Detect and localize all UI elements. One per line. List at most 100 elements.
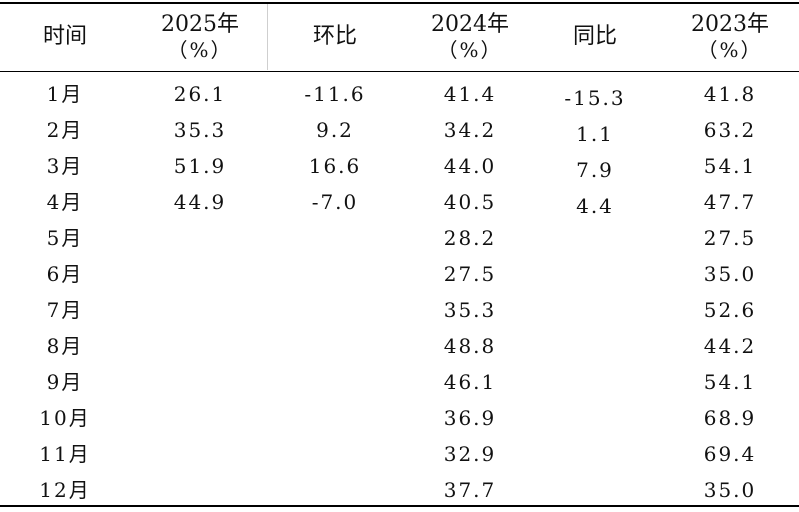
cell-mom <box>275 292 395 328</box>
table-row: 7月 35.3 52.6 <box>0 292 799 328</box>
table-row: 8月 48.8 44.2 <box>0 328 799 364</box>
header-2023-label: 2023年 <box>691 11 769 37</box>
header-time-label: 时间 <box>42 23 87 49</box>
header-2024-unit: （%） <box>437 38 503 63</box>
cell-2023: 44.2 <box>703 334 757 358</box>
cell-yoy <box>540 332 650 368</box>
cell-2024: 44.0 <box>443 154 497 178</box>
cell-2024: 35.3 <box>443 298 497 322</box>
header-2025: 2025年 （%） <box>140 4 260 70</box>
cell-yoy <box>540 260 650 296</box>
header-mom-label: 环比 <box>312 23 357 49</box>
table-row: 11月 32.9 69.4 <box>0 436 799 472</box>
cell-2023: 69.4 <box>703 442 757 466</box>
cell-month: 6月 <box>46 262 84 286</box>
cell-mom <box>275 400 395 436</box>
cell-yoy <box>540 296 650 332</box>
cell-yoy: -15.3 <box>564 86 626 110</box>
cell-yoy <box>540 440 650 476</box>
table-row: 2月 35.3 9.2 34.2 1.1 63.2 <box>0 112 799 148</box>
cell-yoy <box>540 224 650 260</box>
cell-2023: 63.2 <box>703 118 757 142</box>
header-2024-label: 2024年 <box>431 11 509 37</box>
cell-2025 <box>140 472 260 508</box>
cell-mom <box>275 364 395 400</box>
cell-2023: 35.0 <box>703 478 757 502</box>
cell-month: 1月 <box>46 82 84 106</box>
cell-yoy <box>540 404 650 440</box>
cell-2023: 54.1 <box>703 154 757 178</box>
cell-2024: 36.9 <box>443 406 497 430</box>
cell-yoy: 4.4 <box>576 194 614 218</box>
cell-2024: 41.4 <box>443 82 497 106</box>
header-time: 时间 <box>20 4 110 70</box>
header-yoy: 同比 <box>540 4 650 70</box>
top-rule <box>0 2 799 4</box>
cell-month: 11月 <box>39 442 91 466</box>
cell-2024: 40.5 <box>443 190 497 214</box>
cell-month: 5月 <box>46 226 84 250</box>
cell-month: 4月 <box>46 190 84 214</box>
cell-2023: 68.9 <box>703 406 757 430</box>
cell-2025: 26.1 <box>173 82 227 106</box>
cell-2025 <box>140 400 260 436</box>
header-2025-label: 2025年 <box>161 11 239 37</box>
header-2023-unit: （%） <box>697 38 763 63</box>
cell-mom: 16.6 <box>308 154 362 178</box>
cell-2025 <box>140 256 260 292</box>
cell-2025: 51.9 <box>173 154 227 178</box>
cell-2025: 44.9 <box>173 190 227 214</box>
cell-2024: 48.8 <box>443 334 497 358</box>
header-2023: 2023年 （%） <box>670 4 790 70</box>
table-row: 3月 51.9 16.6 44.0 7.9 54.1 <box>0 148 799 184</box>
table-row: 6月 27.5 35.0 <box>0 256 799 292</box>
cell-2024: 34.2 <box>443 118 497 142</box>
cell-2024: 46.1 <box>443 370 497 394</box>
cell-yoy: 7.9 <box>576 158 614 182</box>
cell-2025 <box>140 292 260 328</box>
header-mom: 环比 <box>275 4 395 70</box>
cell-2023: 35.0 <box>703 262 757 286</box>
cell-month: 8月 <box>46 334 84 358</box>
table-row: 10月 36.9 68.9 <box>0 400 799 436</box>
cell-mom <box>275 220 395 256</box>
header-2025-unit: （%） <box>167 38 233 63</box>
cell-yoy: 1.1 <box>576 122 614 146</box>
cell-2024: 37.7 <box>443 478 497 502</box>
cell-2023: 54.1 <box>703 370 757 394</box>
cell-month: 7月 <box>46 298 84 322</box>
cell-mom <box>275 472 395 508</box>
bottom-rule <box>0 505 799 507</box>
cell-2025 <box>140 220 260 256</box>
cell-2025: 35.3 <box>173 118 227 142</box>
cell-2024: 32.9 <box>443 442 497 466</box>
table-row: 1月 26.1 -11.6 41.4 -15.3 41.8 <box>0 76 799 112</box>
table-row: 9月 46.1 54.1 <box>0 364 799 400</box>
cell-yoy <box>540 368 650 404</box>
table-row: 5月 28.2 27.5 <box>0 220 799 256</box>
cell-mom <box>275 436 395 472</box>
cell-mom <box>275 328 395 364</box>
cell-month: 2月 <box>46 118 84 142</box>
cell-2025 <box>140 364 260 400</box>
header-2024: 2024年 （%） <box>410 4 530 70</box>
cell-month: 10月 <box>39 406 91 430</box>
cell-2023: 47.7 <box>703 190 757 214</box>
header-rule <box>0 71 799 72</box>
cell-2023: 41.8 <box>703 82 757 106</box>
table-row: 12月 37.7 35.0 <box>0 472 799 508</box>
cell-mom: -11.6 <box>304 82 366 106</box>
header-yoy-label: 同比 <box>572 23 617 49</box>
cell-2025 <box>140 436 260 472</box>
cell-2024: 28.2 <box>443 226 497 250</box>
cell-2024: 27.5 <box>443 262 497 286</box>
cell-month: 9月 <box>46 370 84 394</box>
cell-2023: 27.5 <box>703 226 757 250</box>
cell-2023: 52.6 <box>703 298 757 322</box>
cell-month: 12月 <box>39 478 91 502</box>
cell-2025 <box>140 328 260 364</box>
cell-month: 3月 <box>46 154 84 178</box>
cell-mom: -7.0 <box>311 190 359 214</box>
header-divider <box>267 4 268 70</box>
